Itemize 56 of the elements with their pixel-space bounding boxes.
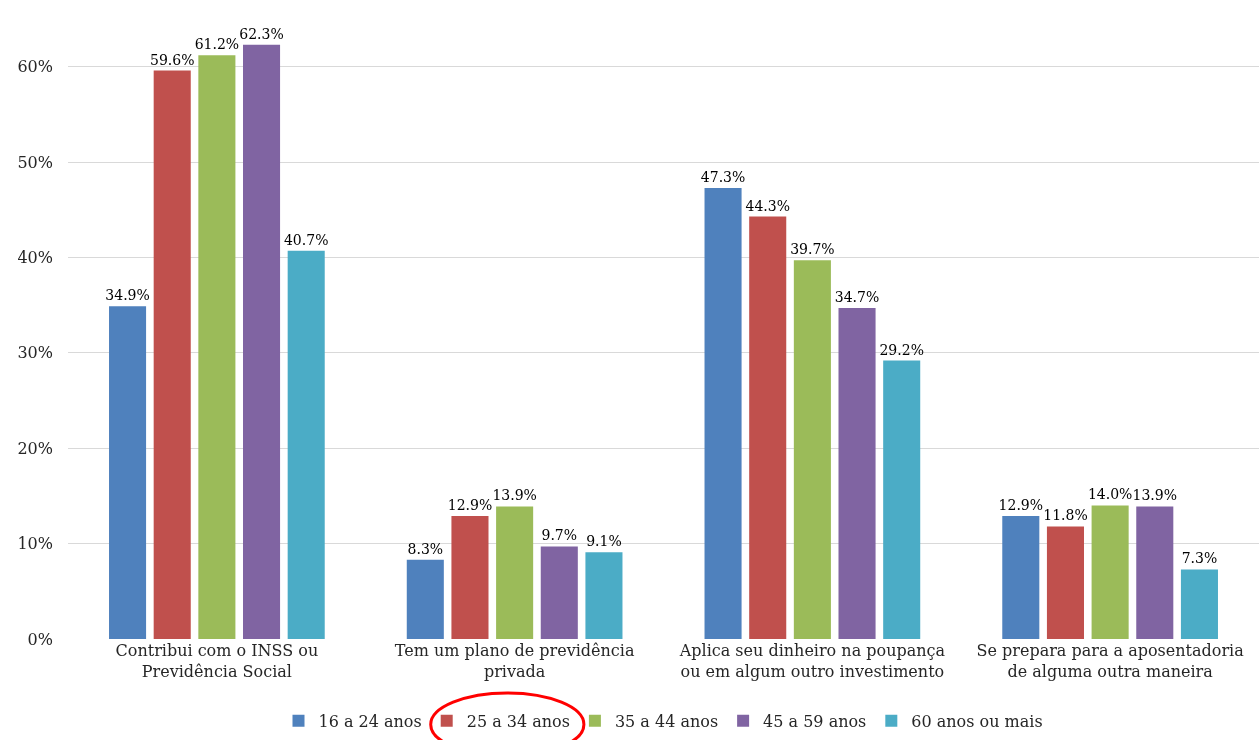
data-label: 44.3% — [745, 197, 790, 214]
x-tick-label: Se prepara para a aposentadoria de alguma outra maneira — [976, 641, 1245, 681]
bar — [1046, 526, 1084, 639]
bar — [1180, 569, 1218, 639]
bar — [153, 70, 191, 639]
bar — [243, 44, 281, 639]
data-label: 7.3% — [1181, 550, 1218, 567]
bar — [838, 308, 876, 639]
data-label: 13.9% — [492, 487, 537, 504]
data-label: 59.6% — [149, 51, 195, 68]
x-tick-label: Contribui com o INSS ou Previdência Social — [115, 641, 319, 681]
legend-label: 60 anos ou mais — [911, 711, 1043, 731]
legend-label: 45 a 59 anos — [763, 711, 867, 731]
bar — [1002, 515, 1040, 639]
data-label: 12.9% — [447, 496, 493, 513]
bar — [1091, 505, 1129, 639]
x-tick-label: Aplica seu dinheiro na poupança ou em algum outro investimento — [678, 641, 946, 681]
bar — [1136, 506, 1174, 639]
data-label: 9.1% — [586, 533, 622, 550]
bar — [451, 515, 489, 639]
legend-label: 25 a 34 anos — [466, 711, 570, 731]
bar — [109, 306, 147, 639]
data-label: 61.2% — [194, 36, 240, 53]
bar — [287, 250, 325, 639]
bar — [585, 552, 623, 639]
y-tick-label: 20% — [17, 438, 53, 458]
data-label: 47.3% — [700, 168, 746, 185]
data-label: 8.3% — [407, 540, 444, 557]
bar — [198, 55, 236, 639]
data-label: 9.7% — [541, 527, 578, 544]
data-label: 11.8% — [1043, 507, 1088, 524]
bar — [540, 546, 578, 639]
bar — [704, 187, 742, 639]
data-label: 14.0% — [1087, 486, 1133, 503]
data-label: 34.9% — [105, 287, 150, 304]
y-tick-label: 40% — [17, 248, 53, 268]
legend-label: 35 a 44 anos — [614, 711, 719, 731]
y-tick-label: 60% — [17, 57, 53, 77]
data-label: 39.7% — [790, 241, 835, 258]
data-label: 13.9% — [1132, 487, 1178, 504]
y-tick-label: 30% — [17, 343, 53, 363]
bar — [406, 559, 444, 639]
data-label: 34.7% — [834, 289, 880, 306]
data-label: 40.7% — [283, 231, 329, 248]
data-label: 29.2% — [879, 341, 924, 358]
data-label: 12.9% — [998, 496, 1044, 513]
data-label: 62.3% — [239, 25, 284, 42]
bar — [496, 506, 534, 639]
bar — [749, 216, 787, 639]
y-tick-label: 0% — [27, 629, 53, 649]
x-tick-label: Tem um plano de previdência privada — [394, 641, 635, 681]
y-tick-label: 50% — [17, 152, 53, 172]
legend-label: 16 a 24 anos — [318, 711, 422, 731]
bar — [883, 360, 921, 639]
y-tick-label: 10% — [17, 534, 53, 554]
bar — [793, 260, 831, 639]
